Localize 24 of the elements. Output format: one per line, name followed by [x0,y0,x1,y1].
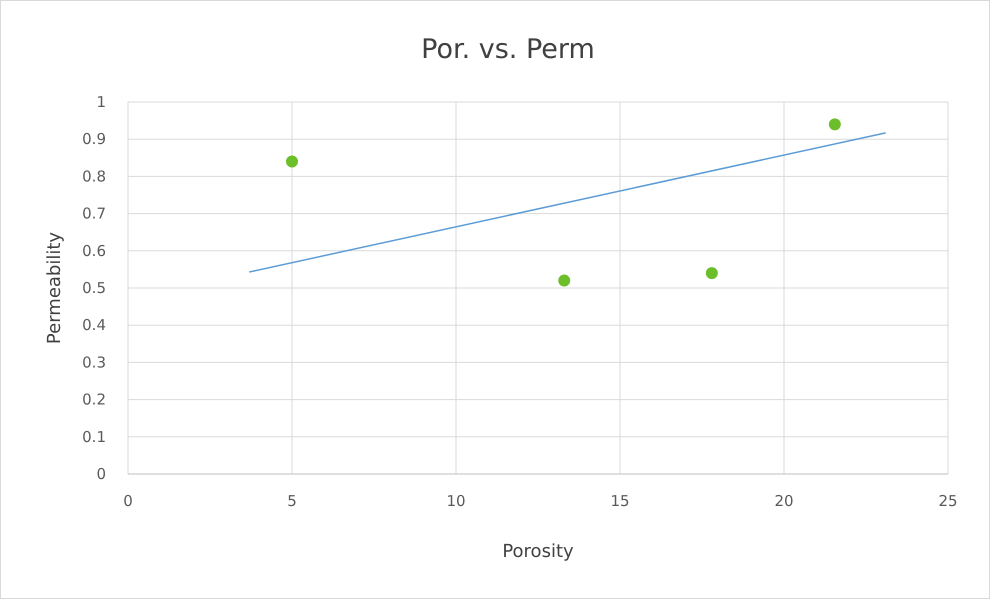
y-tick-label: 0.4 [82,316,106,334]
y-tick-label: 0.8 [82,167,106,186]
x-tick-label: 15 [610,492,630,510]
y-tick-label: 0.9 [82,130,106,148]
x-tick-label: 0 [123,492,133,510]
y-axis-title: Permeability [44,232,65,344]
y-tick-label: 0.3 [82,353,106,372]
y-tick-label: 0.2 [82,390,106,409]
x-tick-label: 10 [446,492,466,510]
x-tick-label: 5 [287,492,297,510]
x-axis-title: Porosity [502,541,574,562]
point [706,267,718,280]
y-tick-label: 0 [96,465,106,483]
x-tick-label: 25 [938,492,958,510]
chart-title: Por. vs. Perm [421,34,595,65]
y-tick-label: 0.5 [82,279,106,297]
y-tick-label: 0.7 [82,204,106,223]
point [828,118,841,130]
y-tick-label: 1 [96,93,106,111]
y-tick-label: 0.6 [82,242,106,260]
point [558,274,570,287]
y-tick-label: 0.1 [82,428,106,446]
x-tick-label: 20 [774,492,794,510]
point [286,156,298,168]
